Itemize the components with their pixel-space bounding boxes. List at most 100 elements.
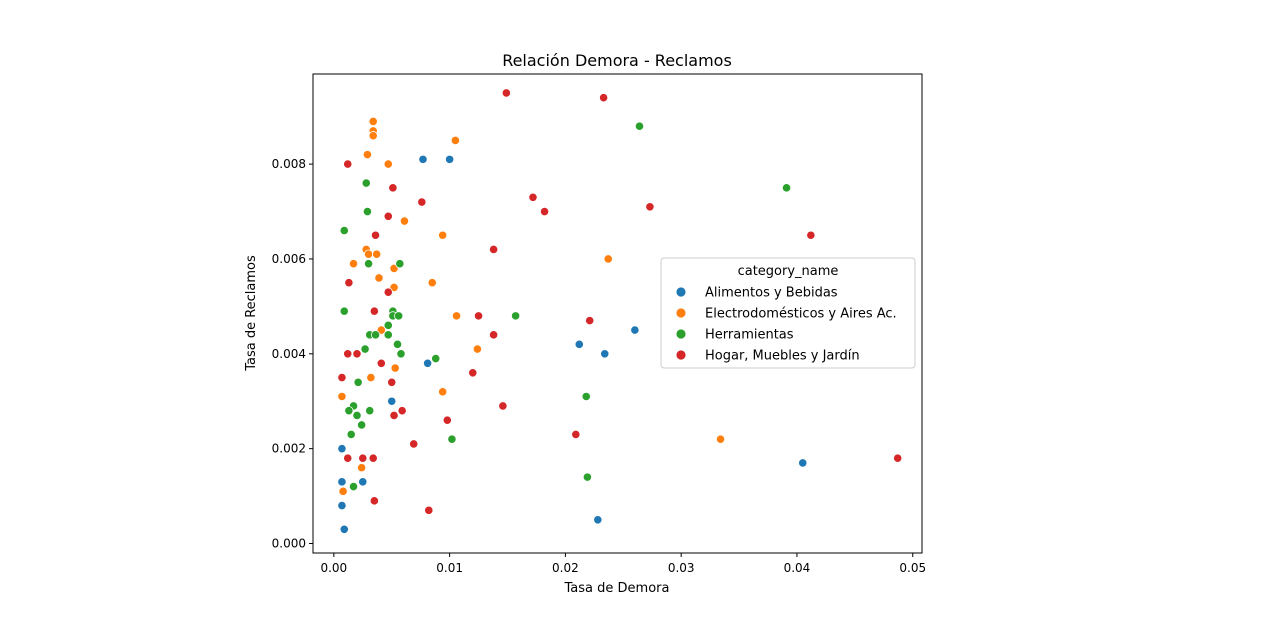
data-point — [445, 154, 455, 164]
data-point — [599, 93, 609, 103]
data-point — [893, 453, 903, 463]
legend: category_name Alimentos y Bebidas Electro… — [660, 257, 916, 369]
data-point — [338, 486, 348, 496]
data-point — [489, 244, 499, 255]
data-point — [370, 330, 381, 340]
x-tick-label: 0.05 — [899, 561, 926, 575]
legend-label: Herramientas — [705, 328, 794, 343]
data-point — [715, 434, 726, 444]
x-tick-label: 0.02 — [552, 561, 579, 575]
data-point — [574, 339, 584, 349]
data-point — [339, 524, 349, 534]
data-point — [582, 472, 592, 482]
data-point — [344, 406, 354, 416]
data-point — [376, 358, 386, 368]
data-point — [369, 306, 379, 316]
data-point — [423, 358, 433, 368]
legend-marker — [675, 349, 687, 361]
data-point — [798, 458, 808, 468]
data-point — [337, 500, 347, 511]
data-point — [353, 377, 363, 387]
data-point — [392, 339, 403, 349]
data-point — [395, 259, 405, 269]
data-point — [348, 482, 359, 492]
data-point — [431, 353, 441, 364]
data-point — [383, 211, 393, 221]
data-point — [388, 183, 398, 193]
data-point — [352, 410, 362, 421]
data-point — [370, 230, 381, 240]
y-axis-label: Tasa de Reclamos — [244, 255, 259, 372]
data-point — [362, 150, 373, 160]
data-point — [473, 311, 484, 321]
data-point — [339, 225, 349, 236]
data-point — [383, 320, 393, 330]
data-point — [781, 183, 792, 193]
data-point — [358, 477, 368, 487]
data-points — [337, 88, 903, 534]
data-point — [358, 453, 368, 463]
data-point — [630, 325, 640, 335]
data-point — [362, 206, 373, 217]
data-point — [528, 192, 538, 202]
x-tick-label: 0.00 — [320, 561, 347, 575]
data-point — [346, 429, 356, 440]
data-point — [396, 349, 406, 359]
data-point — [383, 287, 393, 297]
legend-box — [660, 257, 916, 369]
data-point — [634, 121, 645, 131]
data-point — [450, 135, 461, 145]
data-point — [389, 410, 399, 421]
data-point — [357, 420, 367, 430]
data-point — [511, 311, 521, 321]
y-axis-ticks: 0.000 0.002 0.004 0.006 0.008 — [272, 157, 313, 551]
data-point — [343, 159, 353, 169]
x-tick-label: 0.04 — [784, 561, 811, 575]
data-point — [424, 505, 434, 515]
data-point — [581, 391, 591, 402]
data-point — [343, 349, 353, 359]
data-point — [368, 116, 378, 127]
data-point — [368, 453, 378, 463]
data-point — [352, 349, 362, 359]
data-point — [337, 477, 347, 487]
data-point — [442, 415, 452, 425]
data-point — [501, 88, 511, 98]
legend-label: Alimentos y Bebidas — [705, 286, 838, 301]
data-point — [368, 131, 378, 141]
data-point — [468, 368, 478, 378]
data-point — [337, 372, 347, 383]
legend-label: Electrodomésticos y Aires Ac. — [705, 307, 897, 322]
data-point — [438, 230, 448, 240]
data-point — [417, 197, 427, 207]
data-point — [399, 216, 410, 226]
data-point — [361, 178, 371, 188]
data-point — [372, 249, 382, 259]
data-point — [360, 344, 370, 354]
y-tick-label: 0.008 — [272, 157, 306, 171]
data-point — [438, 387, 448, 397]
plot-frame — [312, 73, 923, 554]
x-tick-label: 0.03 — [668, 561, 695, 575]
y-tick-label: 0.004 — [272, 347, 306, 361]
data-point — [571, 429, 581, 440]
legend-label: Hogar, Muebles y Jardín — [705, 349, 860, 364]
data-point — [387, 377, 397, 387]
data-point — [409, 439, 419, 449]
data-point — [363, 259, 374, 269]
data-point — [418, 154, 428, 164]
data-point — [343, 453, 353, 463]
legend-marker — [675, 286, 687, 298]
data-point — [374, 273, 384, 283]
data-point — [344, 278, 354, 288]
data-point — [489, 330, 499, 340]
x-axis-label: Tasa de Demora — [564, 581, 670, 596]
data-point — [394, 311, 404, 321]
data-point — [447, 434, 457, 444]
data-point — [383, 159, 393, 169]
data-point — [337, 391, 347, 402]
data-point — [339, 306, 349, 316]
data-point — [365, 406, 375, 416]
data-point — [427, 278, 437, 288]
